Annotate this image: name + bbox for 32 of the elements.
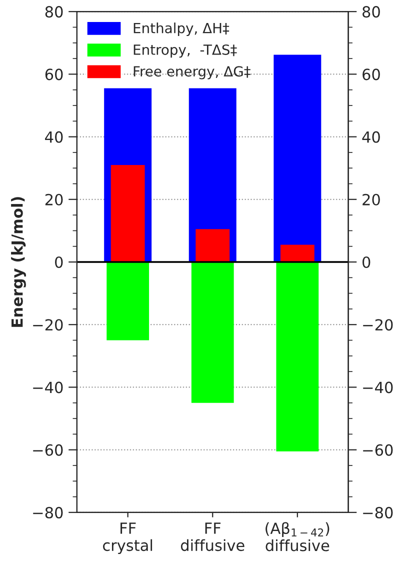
y-tick-label: −60 [33,444,63,456]
y2-tick-label: 60 [362,68,380,80]
y2-tick-label: 80 [362,6,380,18]
bar [196,229,230,262]
bar [191,262,234,403]
x-tick-label: FF crystal [103,522,152,554]
bar [274,54,322,262]
legend-label: Free energy, ΔG‡ [134,66,250,80]
y2-tick-label: 40 [362,131,380,143]
bar [110,164,145,262]
y-axis-title: Energy (kJ/mol) [11,197,26,327]
x-tick-label: (Aβ$_{1−42}$) diffusive [266,522,330,552]
y-tick-label: −80 [33,506,63,518]
y2-tick-label: 20 [362,194,380,206]
y-tick-label: 0 [55,256,63,268]
y2-tick-label: 0 [362,256,370,268]
x-tick-label: FF diffusive [180,522,244,552]
y-tick-label: 60 [45,68,63,80]
legend-label: Enthalpy, ΔH‡ [134,22,230,36]
y2-tick-label: −20 [363,319,393,331]
bar [276,262,319,452]
y-tick-label: 80 [45,6,63,18]
bar [106,262,150,340]
y-tick-label: −40 [33,382,63,394]
y2-tick-label: −40 [363,382,393,394]
bar [280,244,314,262]
legend-label: Entropy, -TΔS‡ [134,44,237,58]
y2-tick-label: −60 [363,444,393,456]
y2-tick-label: −80 [363,506,393,518]
y-tick-label: −20 [33,319,63,331]
y-tick-label: 40 [45,131,63,143]
y-tick-label: 20 [45,194,63,206]
